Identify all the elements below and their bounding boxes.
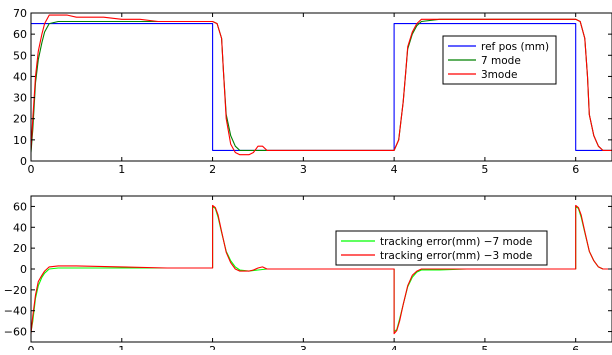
axes-frame-1 [30, 12, 612, 162]
y-tick-label: 20 [13, 113, 27, 126]
x-tick-label: 0 [28, 163, 35, 176]
y-tick-label: 60 [13, 28, 27, 41]
legend-label: ref pos (mm) [481, 41, 549, 53]
legend-box [335, 230, 548, 266]
legend-2: tracking error(mm) −7 mode tracking error… [335, 230, 548, 266]
x-tick-label: 6 [572, 163, 579, 176]
legend-label: 7 mode [481, 55, 521, 67]
legend-1: ref pos (mm) 7 mode 3mode [442, 35, 557, 85]
x-tick-label: 1 [118, 344, 125, 350]
y-tick-label: 0 [20, 155, 27, 168]
legend-label: tracking error(mm) −3 mode [380, 250, 532, 262]
y-tick-label: 30 [13, 92, 27, 105]
y-tick-label: 20 [13, 242, 27, 255]
x-tick-label: 1 [118, 163, 125, 176]
y-tick-label: 40 [13, 221, 27, 234]
x-tick-label: 3 [300, 163, 307, 176]
x-tick-label: 5 [481, 344, 488, 350]
series-line-1-3 [31, 14, 612, 156]
y-tick-label: −20 [4, 284, 27, 297]
y-tick-label: 50 [13, 49, 27, 62]
x-tick-label: 4 [391, 344, 398, 350]
x-tick-label: 0 [28, 344, 35, 350]
x-tick-label: 6 [572, 344, 579, 350]
legend-label: tracking error(mm) −7 mode [380, 236, 532, 248]
chart-panel-2: 0 1 2 3 4 5 6 −60 −40 −20 0 20 40 60 tracking error(mm… [4, 195, 612, 355]
y-tick-label: 10 [13, 134, 27, 147]
y-tick-label: 70 [13, 7, 27, 20]
y-tick-label: −60 [4, 326, 27, 339]
x-tick-label: 5 [481, 163, 488, 176]
x-tick-label: 2 [209, 344, 216, 350]
legend-label: 3mode [481, 69, 517, 81]
series-line-2-2 [31, 204, 612, 335]
series-line-1-1 [31, 23, 612, 151]
x-tick-label: 2 [209, 163, 216, 176]
x-tick-label: 4 [391, 163, 398, 176]
x-tick-label: 3 [300, 344, 307, 350]
y-tick-label: 40 [13, 70, 27, 83]
y-tick-label: 0 [20, 263, 27, 276]
y-tick-label: 60 [13, 200, 27, 213]
y-tick-label: −40 [4, 305, 27, 318]
